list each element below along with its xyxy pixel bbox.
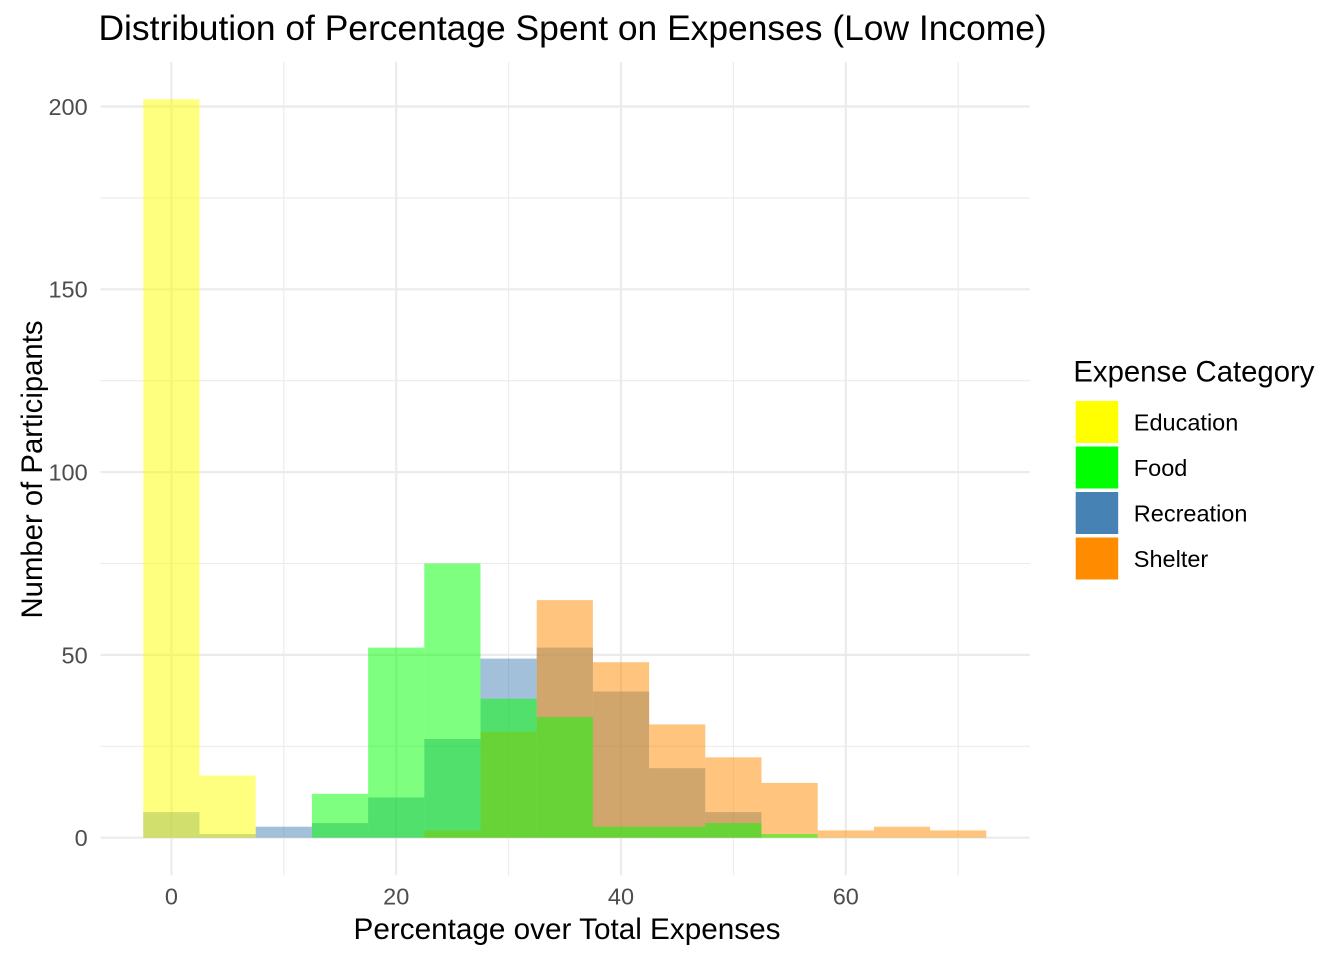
svg-text:Food: Food bbox=[1134, 455, 1188, 481]
svg-text:Expense Category: Expense Category bbox=[1073, 355, 1314, 388]
svg-text:Distribution of Percentage Spe: Distribution of Percentage Spent on Expe… bbox=[99, 8, 1047, 48]
svg-text:Percentage over Total Expenses: Percentage over Total Expenses bbox=[354, 913, 781, 946]
svg-text:150: 150 bbox=[48, 277, 87, 303]
svg-text:100: 100 bbox=[48, 460, 87, 486]
svg-text:Number of Participants: Number of Participants bbox=[16, 321, 49, 619]
svg-text:Education: Education bbox=[1134, 410, 1239, 436]
svg-text:40: 40 bbox=[608, 883, 634, 909]
svg-text:50: 50 bbox=[62, 642, 88, 668]
svg-text:20: 20 bbox=[383, 883, 409, 909]
svg-text:60: 60 bbox=[833, 883, 859, 909]
svg-text:Recreation: Recreation bbox=[1134, 501, 1248, 527]
svg-text:Shelter: Shelter bbox=[1134, 546, 1209, 572]
svg-text:200: 200 bbox=[48, 94, 87, 120]
svg-text:0: 0 bbox=[165, 883, 178, 909]
svg-text:0: 0 bbox=[75, 825, 88, 851]
